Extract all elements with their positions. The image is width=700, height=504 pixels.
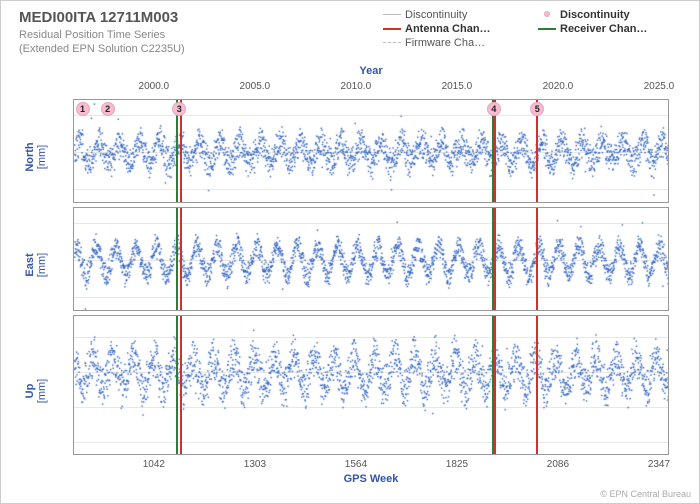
y-axis-label: North[mm] [24, 132, 48, 182]
panel-east: -10010 [73, 207, 669, 311]
legend-swatch [383, 24, 401, 34]
chart-container: MEDI00ITA 12711M003 Residual Position Ti… [0, 0, 700, 504]
top-axis-ticks: 2000.02005.02010.02015.02020.02025.0 [73, 81, 669, 95]
discontinuity-marker: 2 [101, 102, 115, 116]
green-event-line [176, 208, 178, 310]
top-tick: 2010.0 [341, 81, 372, 92]
bottom-tick: 1825 [446, 459, 468, 470]
red-event-line [494, 316, 496, 454]
top-tick: 2020.0 [543, 81, 574, 92]
panels: -1001012345North[mm]-10010East[mm]-20-10… [73, 99, 669, 455]
bottom-tick: 1564 [345, 459, 367, 470]
footer-credit: © EPN Central Bureau [600, 489, 691, 499]
red-event-line [536, 316, 538, 454]
legend-swatch [538, 10, 556, 20]
scatter-canvas [74, 316, 669, 455]
legend-item: Discontinuity [538, 9, 683, 21]
discontinuity-marker: 4 [487, 102, 501, 116]
bottom-axis-label: GPS Week [73, 473, 669, 485]
y-axis-label: Up[mm] [24, 366, 48, 416]
legend-label: Receiver Chan… [560, 23, 647, 35]
legend-swatch [383, 10, 401, 20]
top-axis-label: Year [73, 65, 669, 77]
legend: Discontinuity Discontinuity Antenna Chan… R… [383, 9, 683, 49]
legend-label: Discontinuity [405, 9, 467, 21]
legend-item: Firmware Cha… [383, 37, 528, 49]
top-tick: 2000.0 [139, 81, 170, 92]
discontinuity-marker: 1 [76, 102, 90, 116]
bottom-tick: 2347 [648, 459, 670, 470]
legend-label: Antenna Chan… [405, 23, 491, 35]
discontinuity-marker: 3 [172, 102, 186, 116]
legend-label: Firmware Cha… [405, 37, 485, 49]
bottom-tick: 1042 [143, 459, 165, 470]
legend-swatch [538, 24, 556, 34]
scatter-canvas [74, 100, 669, 203]
bottom-axis-ticks: 1042 1303 1564 1825 2086 2347 [73, 459, 669, 473]
red-event-line [180, 316, 182, 454]
panel-up: -20-10010 [73, 315, 669, 455]
top-tick: 2015.0 [442, 81, 473, 92]
red-event-line [536, 208, 538, 310]
top-tick: 2005.0 [240, 81, 271, 92]
legend-swatch [383, 38, 401, 48]
discontinuity-marker: 5 [530, 102, 544, 116]
y-axis-label: East[mm] [24, 240, 48, 290]
bottom-tick: 2086 [547, 459, 569, 470]
legend-item: Discontinuity [383, 9, 528, 21]
green-event-line [176, 316, 178, 454]
red-event-line [494, 208, 496, 310]
bottom-tick: 1303 [244, 459, 266, 470]
legend-item: Antenna Chan… [383, 23, 528, 35]
legend-label: Discontinuity [560, 9, 630, 21]
scatter-canvas [74, 208, 669, 311]
top-tick: 2025.0 [644, 81, 675, 92]
panel-north: -1001012345 [73, 99, 669, 203]
red-event-line [180, 208, 182, 310]
legend-item: Receiver Chan… [538, 23, 683, 35]
